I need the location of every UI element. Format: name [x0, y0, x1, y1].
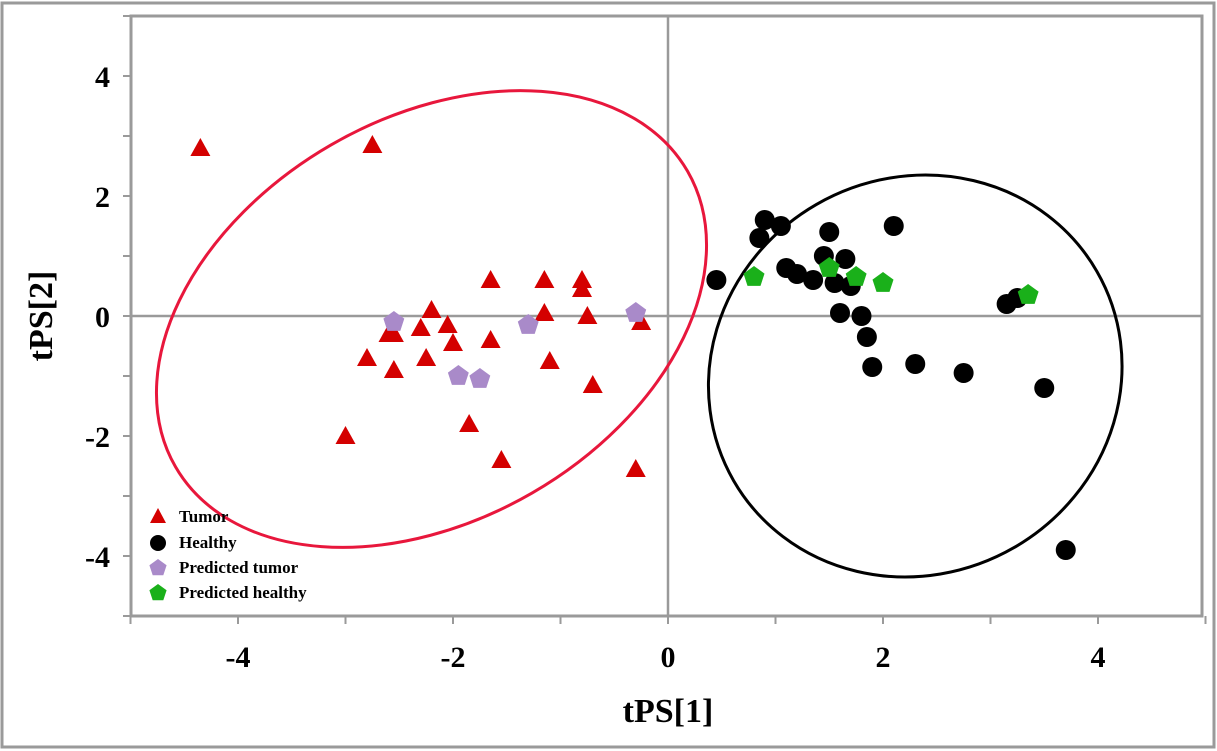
legend-predicted-tumor-label: Predicted tumor	[179, 558, 299, 577]
axis-ticks: -4 -2 0 2 4 -4 -2 0 2 4	[85, 15, 1207, 674]
point-predicted-tumor	[447, 365, 469, 385]
point-tumor	[459, 414, 480, 432]
point-predicted-tumor	[469, 368, 491, 388]
point-healthy	[803, 270, 824, 290]
point-healthy	[749, 228, 770, 248]
point-predicted-tumor	[625, 302, 647, 322]
ellipse-healthy	[706, 173, 1124, 579]
point-predicted-tumor	[383, 311, 405, 331]
point-tumor	[539, 351, 560, 369]
point-healthy	[1034, 378, 1055, 398]
legend-predicted-healthy-marker	[149, 584, 167, 601]
legend-tumor-label: Tumor	[179, 507, 229, 526]
point-tumor	[572, 279, 592, 297]
point-healthy	[787, 264, 807, 284]
x-tick-label: -2	[441, 641, 466, 674]
point-predicted-healthy	[743, 266, 765, 286]
point-healthy	[1055, 540, 1076, 560]
point-tumor	[437, 315, 458, 333]
point-tumor	[577, 306, 598, 324]
point-healthy	[905, 354, 926, 374]
zero-lines	[131, 16, 1202, 616]
point-tumor	[421, 300, 442, 318]
ellipse-tumor	[154, 89, 709, 549]
point-tumor	[491, 450, 512, 468]
x-tick-label: 4	[1091, 641, 1106, 674]
point-tumor	[582, 375, 603, 393]
point-predicted-tumor	[517, 314, 539, 334]
data-points	[190, 135, 1076, 560]
point-healthy	[706, 270, 727, 290]
y-tick-label: -4	[85, 541, 110, 574]
x-axis-label: tPS[1]	[623, 693, 714, 730]
point-tumor	[534, 270, 555, 288]
point-predicted-healthy	[872, 272, 894, 292]
point-tumor	[357, 348, 377, 366]
legend-tumor-marker	[150, 508, 166, 523]
x-tick-label: 0	[661, 641, 676, 674]
point-tumor	[362, 135, 383, 153]
point-healthy	[953, 363, 974, 383]
point-healthy	[770, 216, 791, 236]
point-healthy	[754, 210, 775, 230]
point-healthy	[824, 273, 845, 293]
point-healthy	[835, 249, 856, 269]
point-healthy	[851, 306, 872, 326]
y-tick-label: -2	[85, 421, 110, 454]
legend-predicted-healthy-label: Predicted healthy	[179, 583, 307, 602]
point-tumor	[335, 426, 356, 444]
point-tumor	[383, 324, 404, 342]
y-tick-label: 4	[95, 61, 110, 94]
point-predicted-healthy	[818, 257, 840, 277]
point-tumor	[383, 360, 404, 378]
point-healthy	[856, 327, 877, 347]
y-axis-label: tPS[2]	[23, 271, 60, 362]
y-tick-label: 0	[95, 301, 110, 334]
point-healthy	[862, 357, 883, 377]
x-tick-label: 2	[876, 641, 891, 674]
y-tick-label: 2	[95, 181, 110, 214]
point-tumor	[416, 348, 437, 366]
x-tick-label: -4	[226, 641, 251, 674]
cluster-ellipses	[154, 89, 1124, 579]
point-tumor	[480, 330, 501, 348]
point-tumor	[480, 270, 501, 288]
legend-healthy-label: Healthy	[179, 533, 237, 552]
legend: Tumor Healthy Predicted tumor Predicted …	[149, 507, 307, 602]
point-tumor	[625, 459, 646, 477]
point-healthy	[883, 216, 904, 236]
point-predicted-healthy	[845, 266, 867, 286]
point-tumor	[190, 138, 211, 156]
point-predicted-healthy	[1017, 284, 1039, 304]
point-tumor	[410, 318, 431, 336]
point-tumor	[443, 333, 463, 351]
point-healthy	[830, 303, 850, 323]
point-healthy	[819, 222, 840, 242]
legend-healthy-marker	[150, 535, 166, 551]
point-tumor	[534, 303, 555, 321]
legend-predicted-tumor-marker	[149, 559, 167, 576]
